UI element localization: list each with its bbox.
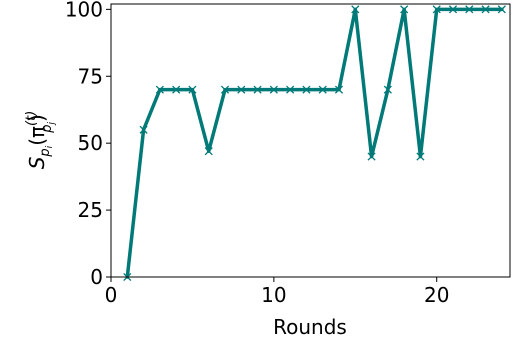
y-axis-label-sub2sub: j [47, 121, 57, 126]
y-axis-label: Spi(π(t)pj) [24, 111, 57, 170]
data-point [367, 152, 376, 161]
data-point [465, 5, 474, 14]
data-point [237, 85, 246, 94]
data-point [351, 5, 360, 14]
y-axis-label-close: ) [25, 114, 49, 122]
data-point [286, 85, 295, 94]
x-tick-label: 20 [424, 283, 449, 307]
data-point [220, 85, 230, 94]
y-axis-label-sub2: p [40, 124, 55, 133]
data-point [334, 85, 344, 94]
data-point [448, 5, 458, 14]
ticks: 0 10 20 0 25 50 75 100 [65, 0, 450, 307]
y-tick-label: 100 [65, 0, 103, 21]
y-tick-label: 75 [78, 64, 103, 88]
data-point [432, 5, 441, 14]
data-point [172, 85, 181, 94]
data-point [497, 5, 506, 14]
y-axis-label-subsub: i [45, 145, 55, 148]
x-tick-label: 0 [105, 283, 118, 307]
y-tick-label: 50 [78, 131, 103, 155]
data-point [400, 5, 409, 14]
data-point [383, 85, 392, 94]
data-point [204, 147, 213, 156]
y-axis-label-open: (π [25, 126, 49, 146]
data-point [416, 152, 425, 161]
series-line [125, 7, 504, 279]
data-point [318, 85, 327, 94]
data-point [302, 85, 311, 94]
plot-area [123, 5, 506, 282]
y-tick-label: 25 [78, 198, 103, 222]
data-point [155, 85, 164, 94]
y-axis-label-base: S [25, 156, 49, 169]
y-axis-label-sub: p [38, 148, 53, 157]
x-tick-label: 10 [261, 283, 286, 307]
y-axis-label-sup: (t) [24, 111, 39, 126]
data-point [269, 85, 278, 94]
data-point [253, 85, 262, 94]
axes-frame [110, 3, 511, 278]
data-point [139, 125, 148, 134]
data-point [188, 85, 197, 94]
x-axis-label: Rounds [273, 315, 347, 339]
y-tick-label: 0 [90, 265, 103, 289]
data-point [481, 5, 490, 14]
